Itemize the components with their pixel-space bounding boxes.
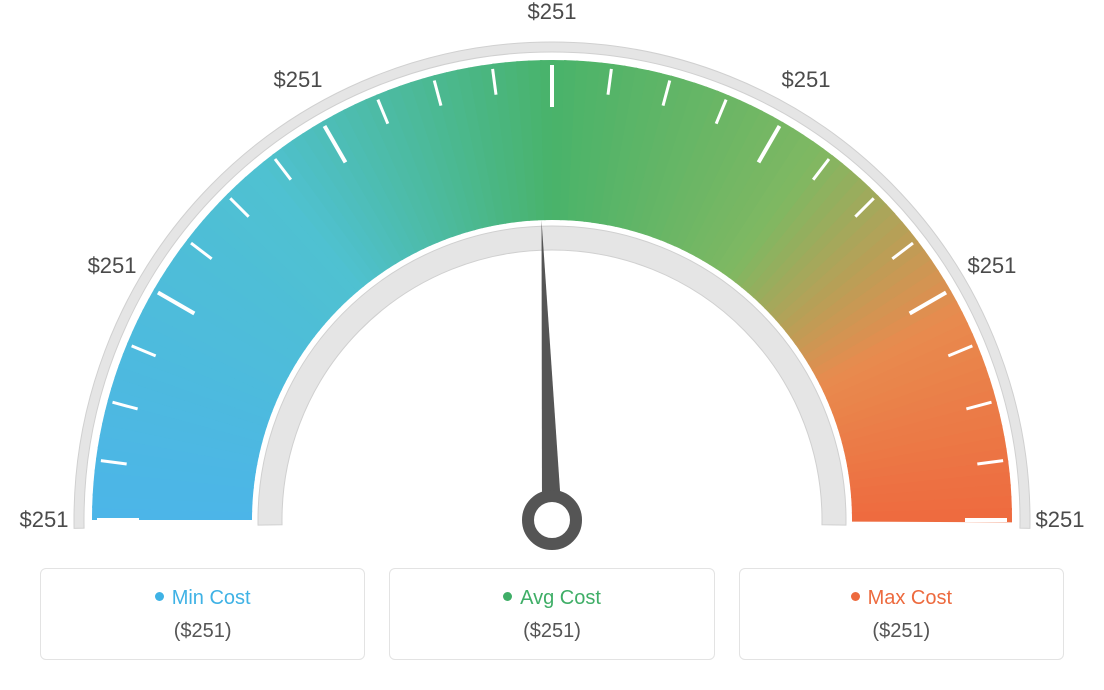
legend-label-avg: Avg Cost: [520, 587, 601, 609]
gauge-tick-label: $251: [782, 67, 831, 93]
gauge-tick-label: $251: [967, 253, 1016, 279]
gauge-tick-label: $251: [20, 507, 69, 533]
legend-row: Min Cost ($251) Avg Cost ($251) Max Cost…: [0, 568, 1104, 660]
dot-icon: [155, 592, 164, 601]
gauge-tick-label: $251: [1036, 507, 1085, 533]
legend-title-max: Max Cost: [750, 587, 1053, 610]
legend-card-avg: Avg Cost ($251): [389, 568, 714, 660]
gauge-tick-label: $251: [528, 0, 577, 25]
legend-title-avg: Avg Cost: [400, 587, 703, 610]
legend-value-max: ($251): [750, 620, 1053, 643]
dot-icon: [851, 592, 860, 601]
legend-label-max: Max Cost: [868, 587, 952, 609]
legend-value-avg: ($251): [400, 620, 703, 643]
gauge-tick-label: $251: [88, 253, 137, 279]
legend-card-min: Min Cost ($251): [40, 568, 365, 660]
cost-gauge: $251 $251 $251 $251 $251 $251 $251: [0, 0, 1104, 560]
legend-card-max: Max Cost ($251): [739, 568, 1064, 660]
gauge-svg: [0, 0, 1104, 560]
gauge-tick-label: $251: [274, 67, 323, 93]
legend-label-min: Min Cost: [172, 587, 251, 609]
legend-title-min: Min Cost: [51, 587, 354, 610]
dot-icon: [503, 592, 512, 601]
legend-value-min: ($251): [51, 620, 354, 643]
